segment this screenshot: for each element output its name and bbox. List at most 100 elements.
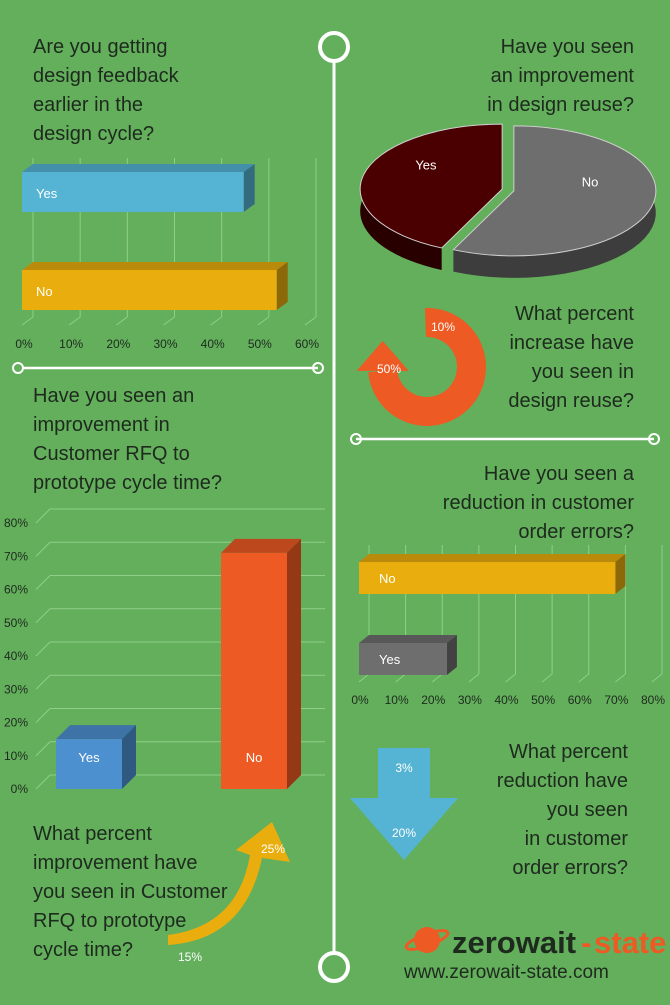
x-tick-label: 20% bbox=[106, 337, 130, 351]
brand-name-right: state bbox=[594, 925, 666, 960]
bar-side bbox=[615, 554, 626, 594]
question-reuse: Have you seen an improvement in design r… bbox=[487, 36, 634, 116]
brand-name-left: zerowait bbox=[452, 925, 576, 960]
grid-diag bbox=[431, 673, 443, 683]
bar-label: Yes bbox=[78, 750, 100, 765]
grid-diag bbox=[358, 673, 370, 683]
x-tick-label: 20% bbox=[421, 693, 445, 707]
grid-diag bbox=[651, 673, 663, 683]
grid-diag bbox=[35, 708, 51, 723]
grid-diag bbox=[578, 673, 590, 683]
y-tick-label: 50% bbox=[4, 616, 28, 630]
y-tick-label: 0% bbox=[11, 782, 29, 796]
x-tick-label: 40% bbox=[201, 337, 225, 351]
grid-diag bbox=[35, 508, 51, 524]
y-tick-label: 30% bbox=[4, 682, 28, 696]
bar-label: No bbox=[36, 284, 53, 299]
bar-side bbox=[243, 164, 255, 212]
x-tick-label: 40% bbox=[494, 693, 518, 707]
y-tick-label: 20% bbox=[4, 716, 28, 730]
question-error-reduction: What percent reduction have you seen in … bbox=[496, 741, 628, 879]
grid-diag bbox=[505, 673, 516, 683]
question-rfq-improvement: What percent improvement have you seen i… bbox=[33, 823, 228, 961]
curved-arrow bbox=[168, 822, 290, 945]
grid-diag bbox=[304, 316, 317, 326]
bar-label: Yes bbox=[379, 652, 401, 667]
x-tick-label: 10% bbox=[385, 693, 409, 707]
planet-icon bbox=[404, 927, 450, 953]
grid-diag bbox=[163, 316, 175, 326]
x-tick-label: 80% bbox=[641, 693, 665, 707]
arrow-label-start: 10% bbox=[431, 320, 455, 334]
question-rfq: Have you seen an improvement in Customer… bbox=[33, 385, 222, 494]
bar bbox=[359, 643, 447, 675]
grid-diag bbox=[35, 774, 51, 790]
pie-side bbox=[453, 125, 656, 278]
bar-label: No bbox=[379, 571, 396, 586]
x-tick-label: 60% bbox=[295, 337, 319, 351]
grid-diag bbox=[35, 741, 51, 757]
grid-diag bbox=[210, 316, 222, 326]
bar bbox=[22, 172, 244, 212]
question-feedback: Are you getting design feedback earlier … bbox=[33, 36, 179, 145]
grid-diag bbox=[35, 674, 51, 690]
bar-top bbox=[56, 725, 136, 740]
bar-top bbox=[22, 164, 255, 172]
bar-label: No bbox=[246, 750, 263, 765]
arrow-label-end: 50% bbox=[377, 362, 401, 376]
grid-diag bbox=[21, 316, 34, 326]
bar-top bbox=[359, 554, 626, 562]
arrow-head bbox=[356, 340, 409, 371]
x-tick-label: 30% bbox=[153, 337, 177, 351]
x-tick-label: 50% bbox=[248, 337, 272, 351]
pie-slice bbox=[452, 125, 657, 257]
grid-diag bbox=[116, 316, 128, 326]
x-tick-label: 70% bbox=[604, 693, 628, 707]
arrow-label-start: 3% bbox=[395, 761, 413, 775]
y-tick-label: 70% bbox=[4, 549, 28, 563]
bar-side bbox=[287, 538, 301, 789]
x-tick-label: 60% bbox=[568, 693, 592, 707]
bar bbox=[56, 739, 122, 789]
bar bbox=[359, 562, 616, 594]
bottom-circle bbox=[318, 951, 350, 983]
grid-diag bbox=[35, 575, 51, 590]
pie-slice bbox=[359, 123, 503, 249]
top-circle bbox=[318, 31, 350, 63]
grid-diag bbox=[257, 316, 270, 326]
bar bbox=[22, 270, 277, 310]
question-reuse-increase: What percent increase have you seen in d… bbox=[508, 303, 634, 412]
arrow-label-end: 20% bbox=[392, 826, 416, 840]
x-tick-label: 50% bbox=[531, 693, 555, 707]
pie-label: No bbox=[582, 175, 599, 190]
bar-label: Yes bbox=[36, 186, 58, 201]
x-tick-label: 0% bbox=[351, 693, 369, 707]
grid-diag bbox=[395, 673, 406, 683]
y-tick-label: 60% bbox=[4, 583, 28, 597]
arrow-label-end: 25% bbox=[261, 842, 285, 856]
bar-side bbox=[446, 635, 457, 675]
grid-diag bbox=[35, 608, 51, 624]
brand-dash: - bbox=[581, 925, 591, 960]
bar-side bbox=[276, 262, 288, 310]
grid-diag bbox=[541, 673, 553, 683]
arrow-ring bbox=[368, 308, 486, 426]
grid-diag bbox=[68, 316, 81, 326]
y-tick-label: 40% bbox=[4, 649, 28, 663]
pie-label: Yes bbox=[415, 157, 437, 172]
grid-diag bbox=[615, 673, 626, 683]
bar-side bbox=[122, 725, 136, 789]
bar bbox=[221, 552, 287, 789]
x-tick-label: 30% bbox=[458, 693, 482, 707]
grid-diag bbox=[35, 541, 51, 557]
y-tick-label: 10% bbox=[4, 749, 28, 763]
bar-top bbox=[221, 538, 301, 553]
y-tick-label: 80% bbox=[4, 516, 28, 530]
bar-top bbox=[22, 262, 288, 270]
grid-diag bbox=[468, 673, 480, 683]
x-tick-label: 0% bbox=[15, 337, 33, 351]
brand-url: www.zerowait-state.com bbox=[403, 962, 609, 983]
